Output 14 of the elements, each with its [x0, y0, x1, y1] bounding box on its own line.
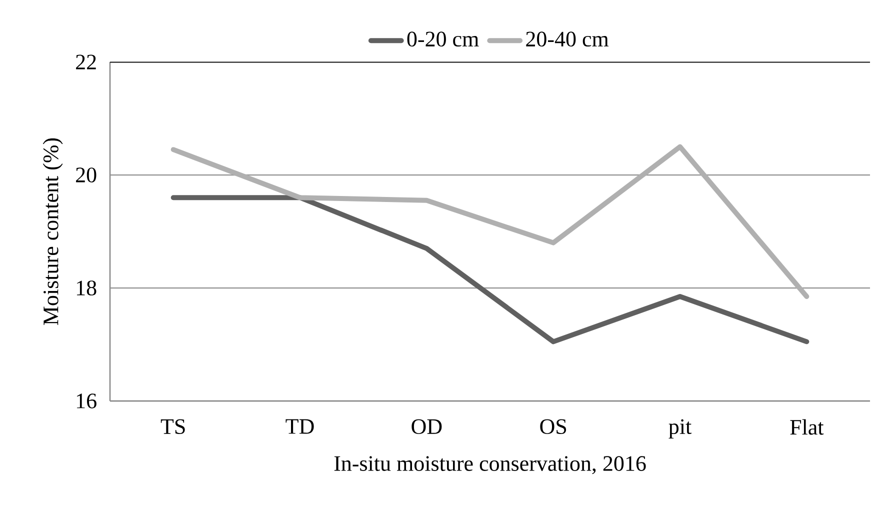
y-tick-label: 16 — [76, 394, 96, 408]
x-tick-label: TD — [286, 419, 314, 434]
y-axis-title: Moisture content (%) — [42, 138, 63, 325]
x-tick-label: TS — [160, 419, 185, 434]
x-tick-label: Flat — [790, 419, 824, 435]
legend-label: 0-20 cm — [407, 32, 479, 47]
y-tick-label: 22 — [76, 54, 96, 70]
x-tick-label: OS — [540, 419, 566, 434]
y-tick-label: 18 — [76, 280, 96, 296]
x-tick-label: OD — [412, 419, 442, 434]
x-tick-label: pit — [668, 419, 692, 439]
y-tick-label: 20 — [76, 168, 96, 182]
legend-label: 20-40 cm — [526, 32, 609, 47]
x-axis-title: In-situ moisture conservation, 2016 — [334, 456, 646, 474]
